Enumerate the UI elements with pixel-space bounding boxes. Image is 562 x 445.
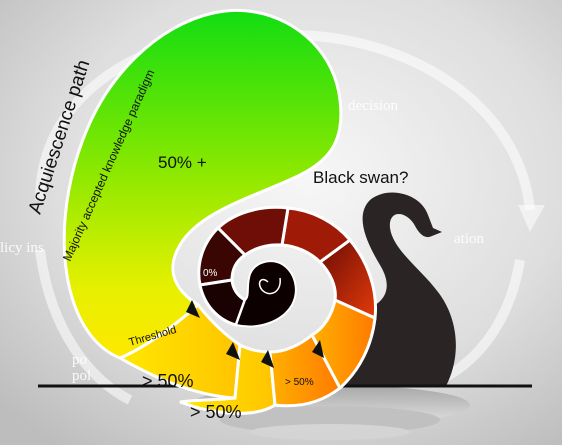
gt50-left-label: > 50%	[142, 371, 194, 391]
background-word-bottom-left-1: po	[72, 352, 87, 368]
gt50-bottom-label: > 50%	[190, 402, 242, 422]
background-word-right: ation	[454, 231, 484, 247]
black-swan-label: Black swan?	[313, 168, 408, 187]
inner-curl	[258, 277, 281, 295]
gt50-small-label: > 50%	[285, 377, 314, 388]
threshold-marker-2	[226, 342, 240, 360]
fifty-plus-label: 50% +	[158, 153, 207, 172]
threshold-marker-4	[312, 340, 324, 358]
background-word-top-left: c	[60, 118, 67, 134]
background-word-bottom-left-2: pol	[72, 368, 91, 384]
chamber-yellow-1	[116, 302, 242, 400]
chamber-core	[234, 260, 297, 328]
threshold-marker-3	[261, 350, 274, 368]
background-word-decision: decision	[348, 98, 398, 114]
background-word-policy: licy ins	[0, 240, 44, 256]
threshold-marker-1	[186, 300, 200, 318]
zero-percent-label: 0%	[203, 268, 218, 279]
chamber-majority	[62, 9, 343, 360]
chamber-yellow-2	[179, 342, 277, 415]
